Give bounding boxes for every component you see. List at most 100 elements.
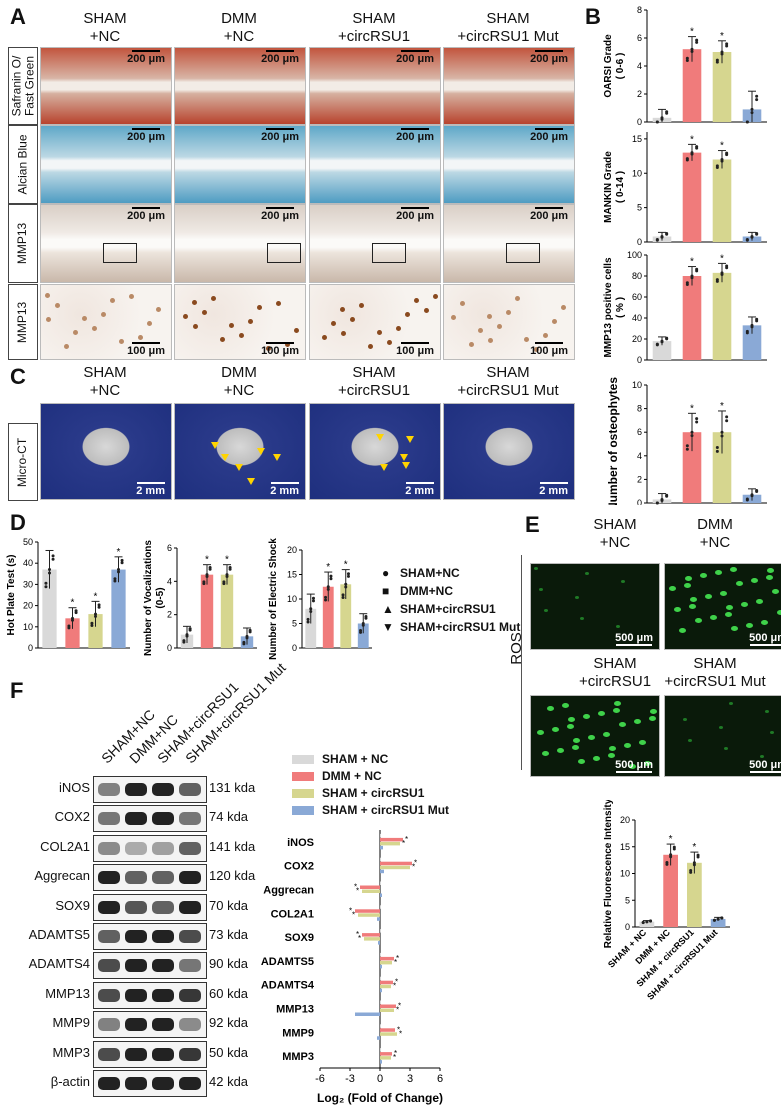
legend-label: DMM + NC [322,769,382,783]
protein-band [98,988,120,1002]
bar [380,845,383,850]
scale-bar-label: 200 μm [261,53,299,65]
fluorescent-cell [580,617,584,620]
fluorescent-cell [756,599,763,604]
stained-cell [534,347,539,352]
legend-item: DMM + NC [292,769,382,783]
stained-cell [82,316,87,321]
panel-a-column-title: SHAM +circRSU1 Mut [457,10,559,45]
data-point [689,869,693,873]
y-tick-label: 10 [620,869,630,879]
fluorescent-cell [726,605,733,610]
data-point [182,639,186,643]
protein-label: ADAMTS5 [28,927,90,942]
fluorescent-cell [557,748,564,753]
bar [710,918,726,927]
bar [380,857,381,862]
fluorescent-cell [684,583,691,588]
data-point [750,235,754,238]
stained-cell [285,342,290,347]
significance-mark: * [690,403,694,414]
data-point [665,336,669,340]
scale-bar-label: 2 mm [136,485,165,497]
micro-ct-row-label: Micro-CT [8,423,38,501]
legend-marker: ▼ [382,620,394,634]
data-point [690,274,694,278]
legend-label: DMM+NC [400,584,453,598]
scale-bar: 200 μm [127,207,165,222]
data-point [715,58,719,62]
protein-band [179,783,201,796]
data-point [309,609,313,613]
legend-item: SHAM + circRSU1 Mut [292,803,449,817]
scale-bar-label: 2 mm [405,485,434,497]
histology-image: 100 μm [443,284,575,360]
scale-bar-label: 2 mm [270,485,299,497]
fluorescent-cell [619,722,626,727]
protein-band [179,959,201,973]
stained-cell [424,308,429,313]
protein-label: MMP9 [52,1015,90,1031]
fluorescent-cell [593,756,600,761]
blot-strip [93,893,207,921]
blot-strip [93,776,207,803]
fluorescent-cell [720,591,727,596]
data-point [113,579,117,583]
bar [687,862,702,927]
data-point [725,151,729,155]
significance-mark: * [358,934,361,943]
y-tick-label: 6 [167,543,172,553]
fluorescent-cell [552,727,559,732]
fluorescent-cell [598,711,605,716]
data-point [48,571,51,575]
data-point [324,598,328,602]
y-tick-label: 0 [28,643,33,653]
significance-mark: * [356,887,359,896]
data-point [715,278,719,282]
stained-cell [478,328,483,333]
y-tick-label: 20 [632,334,642,344]
significance-mark: * [720,31,724,42]
significance-mark: * [399,1029,402,1038]
fluorescent-cell [683,718,687,721]
scale-bar-label: 200 μm [396,131,434,143]
blot-strip [93,834,207,862]
bar [380,837,403,842]
bar [380,1000,381,1004]
bar [380,893,382,897]
bar [682,49,702,123]
data-point [725,415,729,419]
bar [380,865,410,870]
stained-cell [294,328,299,333]
protein-band [152,988,174,1002]
scale-bar: 200 μm [127,50,165,65]
stained-cell [138,335,143,340]
significance-mark: * [396,1006,399,1015]
data-point [685,447,689,451]
y-tick-label: 15 [632,134,642,144]
significance-mark: * [356,930,359,939]
osteophyte-arrow [380,464,388,471]
protein-label: SOX9 [55,897,90,913]
significance-mark: * [394,958,397,967]
data-point [695,267,699,271]
x-tick-label: 0 [377,1073,383,1085]
fluorescent-cell [724,747,728,750]
bar [380,1056,391,1060]
osteophyte-arrow [376,434,384,441]
protein-band [125,1047,147,1061]
x-tick-label: -3 [345,1073,355,1085]
protein-band [98,1077,120,1090]
scale-bar: 2 mm [270,482,299,497]
data-point [715,445,719,449]
fluorescent-cell [547,706,554,711]
scale-bar: 200 μm [396,207,434,222]
data-point [745,120,749,124]
data-point [120,561,124,565]
stained-cell [359,303,364,308]
y-tick-label: 0 [292,643,297,653]
bar [682,276,702,360]
bar [111,569,126,648]
stained-cell [350,317,355,322]
fluorescent-cell [772,589,779,594]
